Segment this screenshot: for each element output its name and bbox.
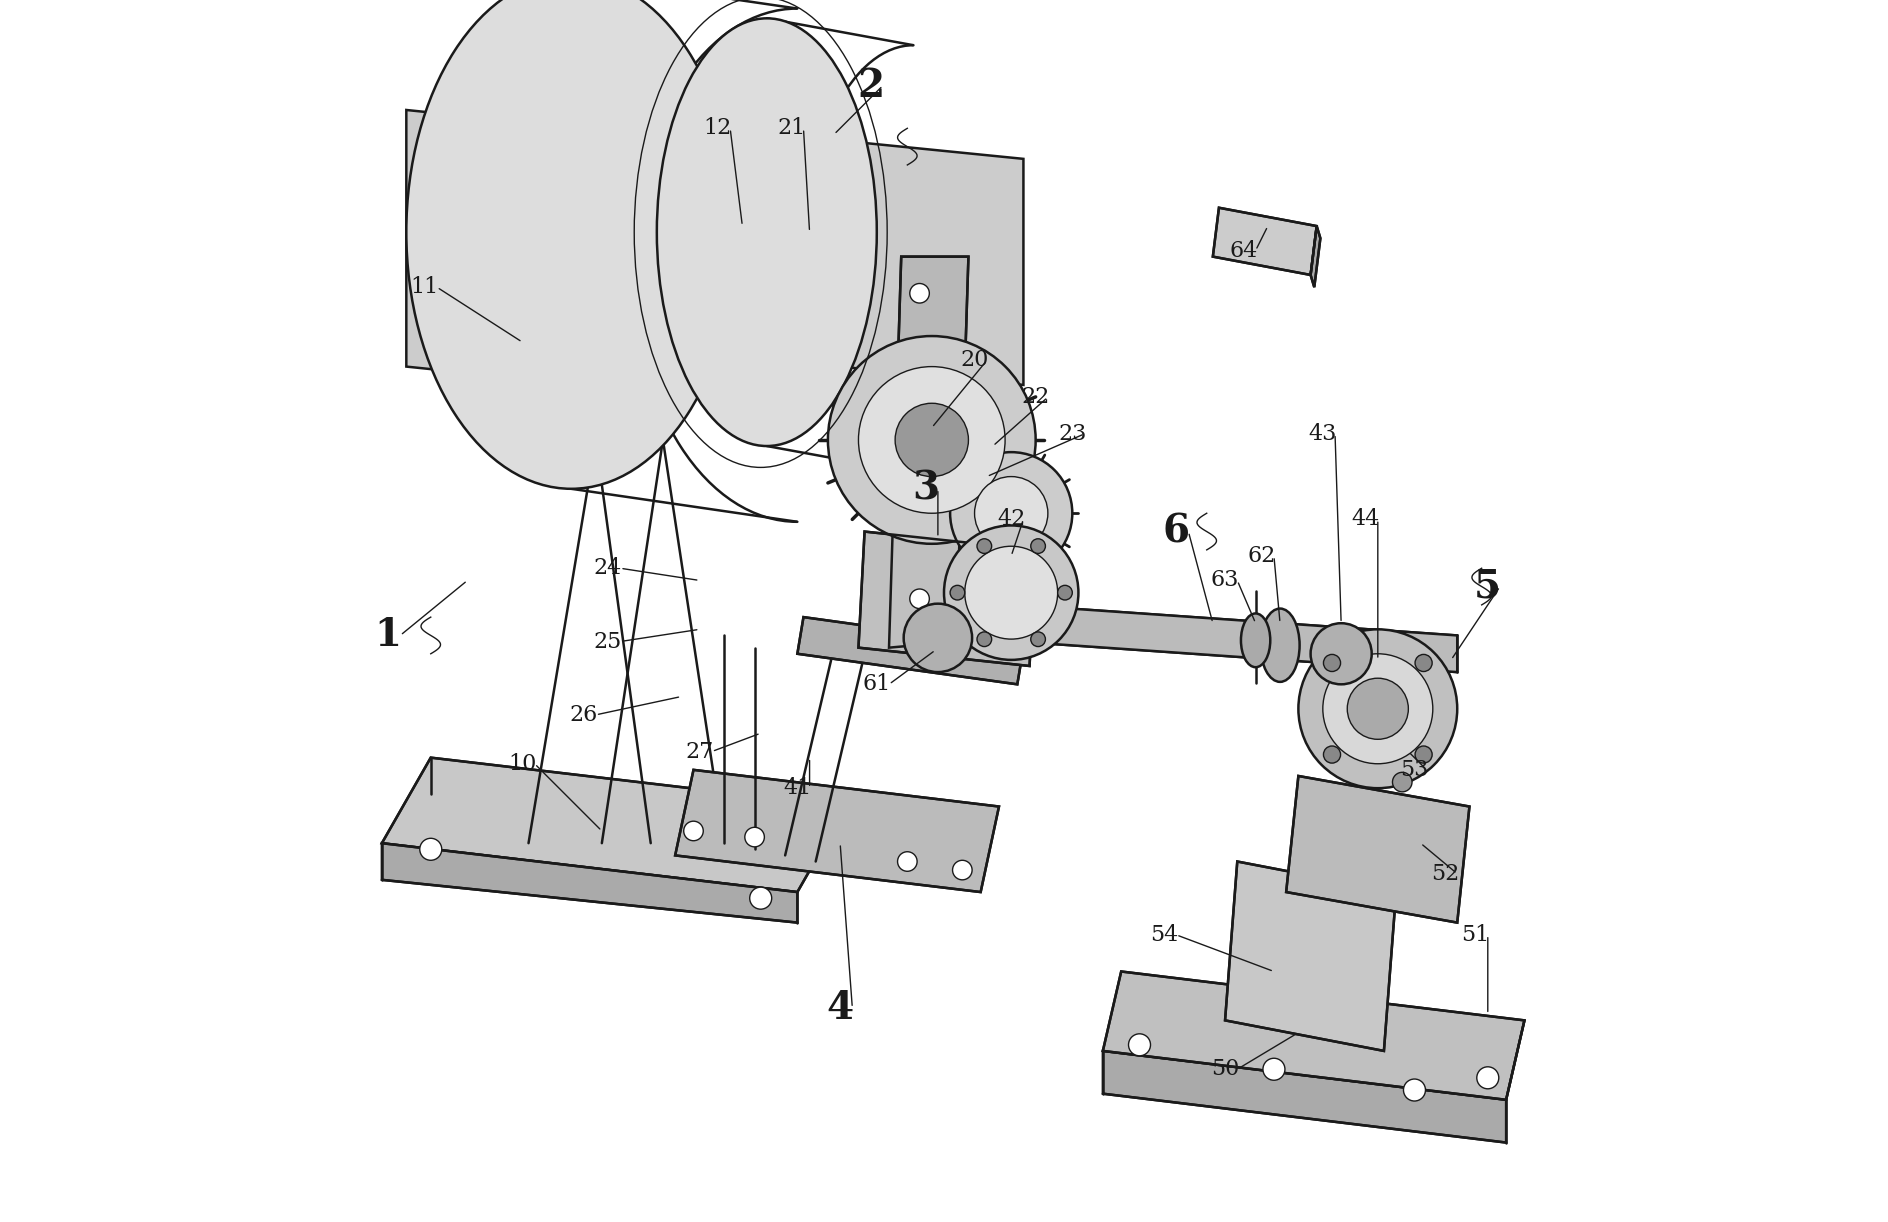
Text: 41: 41	[784, 777, 812, 799]
Text: 25: 25	[595, 631, 621, 653]
Circle shape	[750, 887, 772, 909]
Ellipse shape	[1310, 623, 1373, 684]
Text: 4: 4	[827, 989, 853, 1028]
Polygon shape	[1225, 862, 1395, 1051]
Circle shape	[744, 827, 765, 847]
Polygon shape	[381, 758, 846, 892]
Ellipse shape	[829, 336, 1037, 544]
Text: 21: 21	[778, 117, 806, 139]
Text: 12: 12	[704, 117, 733, 139]
Polygon shape	[1103, 971, 1524, 1100]
Circle shape	[976, 539, 991, 554]
Text: 23: 23	[1057, 423, 1086, 445]
Circle shape	[1263, 1058, 1286, 1080]
Ellipse shape	[1299, 629, 1458, 788]
Circle shape	[1031, 539, 1046, 554]
Ellipse shape	[859, 367, 1004, 513]
Ellipse shape	[904, 604, 972, 672]
Text: 6: 6	[1163, 512, 1189, 551]
Ellipse shape	[944, 525, 1078, 660]
Ellipse shape	[657, 18, 876, 446]
Circle shape	[419, 838, 442, 860]
Text: 63: 63	[1210, 569, 1239, 591]
Polygon shape	[1286, 776, 1469, 923]
Circle shape	[1057, 585, 1072, 600]
Circle shape	[1403, 1079, 1425, 1101]
Ellipse shape	[895, 403, 969, 477]
Circle shape	[1129, 1034, 1150, 1056]
Text: 50: 50	[1210, 1058, 1239, 1080]
Text: 26: 26	[570, 704, 598, 726]
Ellipse shape	[1323, 654, 1433, 764]
Ellipse shape	[776, 210, 819, 320]
Circle shape	[953, 860, 972, 880]
Text: 27: 27	[685, 741, 714, 763]
Text: 52: 52	[1431, 863, 1459, 885]
Polygon shape	[657, 122, 1023, 385]
Polygon shape	[1310, 226, 1320, 287]
Ellipse shape	[950, 452, 1072, 574]
Text: 2: 2	[857, 66, 884, 105]
Text: 64: 64	[1229, 240, 1257, 262]
Text: 22: 22	[1021, 386, 1050, 408]
Polygon shape	[797, 617, 1023, 684]
Text: 11: 11	[410, 276, 438, 298]
Polygon shape	[381, 843, 797, 923]
Polygon shape	[889, 257, 969, 648]
Polygon shape	[1212, 208, 1316, 275]
Polygon shape	[406, 110, 821, 409]
Circle shape	[950, 585, 965, 600]
Text: 51: 51	[1461, 924, 1490, 946]
Circle shape	[1414, 655, 1433, 672]
Circle shape	[1323, 655, 1340, 672]
Ellipse shape	[406, 0, 736, 489]
Polygon shape	[1018, 605, 1458, 672]
Circle shape	[897, 852, 918, 871]
Text: 24: 24	[595, 557, 621, 579]
Ellipse shape	[1240, 613, 1271, 667]
Text: 20: 20	[961, 349, 989, 371]
Text: 44: 44	[1352, 508, 1380, 530]
Ellipse shape	[1348, 678, 1408, 739]
Polygon shape	[859, 532, 1037, 666]
Ellipse shape	[965, 546, 1057, 639]
Ellipse shape	[974, 477, 1048, 550]
Circle shape	[1323, 745, 1340, 763]
Circle shape	[910, 589, 929, 609]
Circle shape	[683, 821, 702, 841]
Text: 43: 43	[1308, 423, 1337, 445]
Text: 42: 42	[997, 508, 1025, 530]
Text: 54: 54	[1150, 924, 1178, 946]
Polygon shape	[676, 770, 999, 892]
Circle shape	[1414, 745, 1433, 763]
Circle shape	[1476, 1067, 1499, 1089]
Polygon shape	[1103, 1051, 1507, 1143]
Circle shape	[976, 632, 991, 646]
Circle shape	[1031, 632, 1046, 646]
Text: 62: 62	[1248, 545, 1276, 567]
Text: 61: 61	[863, 673, 891, 695]
Text: 1: 1	[374, 616, 402, 655]
Text: 5: 5	[1475, 567, 1501, 606]
Ellipse shape	[1261, 609, 1299, 682]
Circle shape	[910, 284, 929, 303]
Text: 3: 3	[912, 469, 938, 508]
Ellipse shape	[1393, 772, 1412, 792]
Text: 53: 53	[1401, 759, 1429, 781]
Text: 10: 10	[508, 753, 536, 775]
